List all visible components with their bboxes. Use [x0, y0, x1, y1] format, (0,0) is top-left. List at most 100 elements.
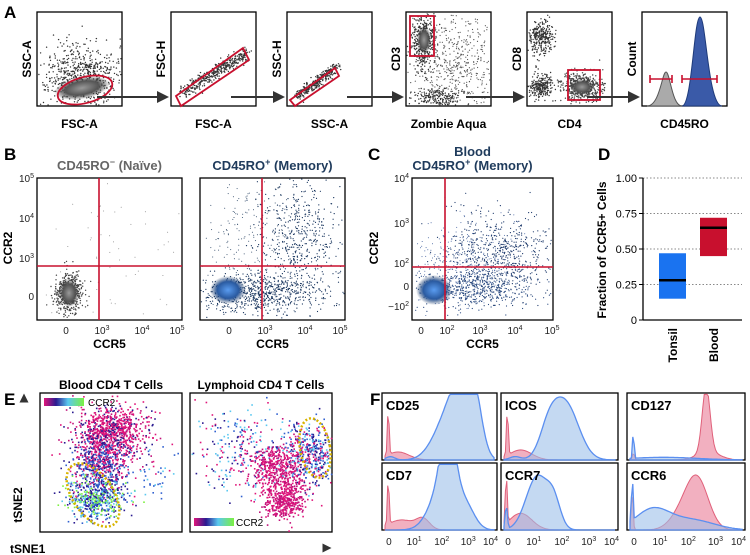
event-dot	[573, 93, 575, 95]
event-dot	[544, 31, 547, 34]
event-dot	[414, 35, 416, 38]
event-dot	[304, 226, 306, 228]
event-dot	[299, 296, 301, 298]
event-dot	[536, 76, 538, 78]
event-dot	[530, 94, 532, 96]
event-dot	[559, 86, 562, 88]
event-dot	[428, 94, 430, 96]
event-dot	[296, 90, 299, 93]
event-dot	[55, 293, 57, 295]
event-dot	[595, 75, 597, 77]
event-dot	[82, 70, 84, 72]
event-dot	[95, 40, 97, 43]
event-dot	[79, 299, 82, 302]
event-dot	[63, 43, 65, 45]
event-dot	[537, 99, 540, 101]
event-dot	[318, 221, 320, 223]
event-dot	[287, 288, 290, 290]
event-dot	[547, 79, 550, 81]
event-dot	[277, 288, 279, 290]
event-dot	[340, 68, 342, 71]
event-dot	[470, 23, 472, 25]
event-dot	[542, 26, 544, 28]
event-dot	[259, 287, 261, 289]
event-dot	[67, 70, 70, 72]
event-dot	[242, 306, 244, 308]
event-dot	[435, 63, 437, 65]
event-dot	[409, 63, 411, 65]
event-dot	[255, 298, 257, 300]
event-dot	[209, 75, 212, 78]
event-dot	[454, 84, 457, 86]
event-dot	[532, 38, 534, 41]
event-dot	[329, 75, 331, 78]
event-dot	[434, 61, 436, 63]
event-dot	[220, 70, 223, 72]
event-dot	[269, 298, 271, 300]
event-dot	[267, 297, 269, 299]
event-dot	[221, 67, 223, 70]
event-dot	[546, 76, 548, 78]
event-dot	[430, 92, 432, 94]
event-dot	[314, 284, 316, 286]
event-dot	[304, 263, 306, 265]
event-dot	[78, 284, 80, 286]
event-dot	[557, 82, 560, 84]
event-dot	[455, 88, 457, 91]
event-dot	[539, 22, 541, 24]
event-dot	[464, 48, 466, 50]
event-dot	[272, 286, 274, 288]
event-dot	[198, 82, 201, 84]
event-dot	[51, 77, 53, 79]
event-dot	[463, 41, 465, 43]
event-dot	[538, 84, 541, 86]
event-dot	[223, 305, 225, 307]
event-dot	[429, 65, 431, 68]
event-dot	[103, 70, 105, 73]
event-dot	[452, 21, 454, 23]
event-dot	[73, 67, 76, 69]
event-dot	[330, 290, 332, 292]
event-dot	[203, 80, 205, 82]
event-dot	[445, 100, 447, 102]
event-dot	[468, 67, 470, 69]
event-dot	[267, 287, 269, 289]
event-dot	[252, 292, 254, 295]
event-dot	[452, 45, 454, 47]
event-dot	[569, 91, 571, 93]
event-dot	[207, 81, 209, 83]
event-dot	[54, 286, 57, 288]
event-dot	[223, 70, 225, 72]
event-dot	[233, 51, 235, 53]
event-dot	[458, 63, 460, 65]
event-dot	[444, 102, 446, 104]
event-dot	[543, 18, 546, 21]
event-dot	[110, 54, 112, 56]
event-dot	[477, 57, 479, 59]
event-dot	[262, 245, 265, 247]
event-dot	[260, 276, 262, 278]
event-dot	[297, 291, 299, 293]
event-dot	[51, 65, 54, 68]
event-dot	[420, 70, 423, 73]
event-dot	[446, 72, 448, 74]
event-dot	[448, 103, 450, 105]
event-dot	[294, 311, 296, 313]
event-dot	[542, 34, 544, 36]
event-dot	[255, 303, 258, 305]
event-dot	[265, 297, 268, 299]
event-dot	[57, 38, 60, 41]
event-dot	[100, 67, 102, 70]
event-dot	[267, 305, 269, 307]
event-dot	[545, 21, 547, 24]
event-dot	[536, 38, 538, 40]
event-dot	[422, 57, 424, 59]
event-dot	[245, 245, 248, 247]
event-dot	[537, 68, 539, 70]
event-dot	[534, 45, 536, 47]
event-dot	[446, 39, 448, 41]
event-dot	[459, 66, 461, 69]
event-dot	[274, 228, 276, 230]
event-dot	[94, 63, 97, 65]
event-dot	[578, 95, 580, 97]
